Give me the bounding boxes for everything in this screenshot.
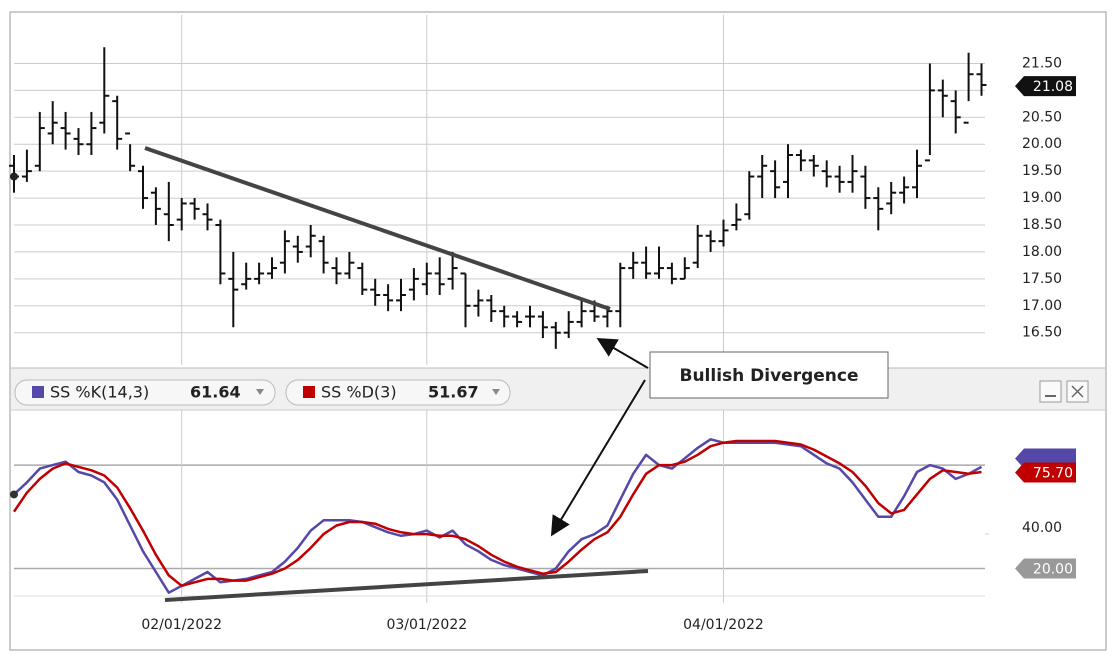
legend-pill[interactable] xyxy=(14,379,276,406)
grid-layer xyxy=(14,15,989,603)
y-tick-label: 40.00 xyxy=(1022,520,1062,536)
y-tick-label: 16.50 xyxy=(1022,325,1062,341)
legend-value: 51.67 xyxy=(428,383,479,402)
series-line xyxy=(12,439,982,588)
trend-line xyxy=(144,146,611,311)
anchor-dot xyxy=(10,172,18,181)
arrow xyxy=(550,379,646,537)
x-tick-label: 03/01/2022 xyxy=(386,617,467,633)
y-tick-label: 17.00 xyxy=(1022,298,1062,314)
legend-label: SS %K(14,3) xyxy=(50,383,149,402)
dropdown xyxy=(256,389,264,395)
value-tag-label: 20.00 xyxy=(1033,562,1073,578)
legend-swatch xyxy=(303,386,315,398)
value-tag-label: 75.70 xyxy=(1033,466,1073,482)
series-line xyxy=(13,438,983,594)
arrow xyxy=(596,337,649,369)
legend: SS %K(14,3) 61.64 SS %D(3) 51.67 xyxy=(14,379,511,406)
y-tick-label: 18.50 xyxy=(1022,217,1062,233)
icon xyxy=(1071,385,1084,398)
x-tick-label: 02/01/2022 xyxy=(141,617,222,633)
frame xyxy=(9,11,1107,651)
axis-layer: 16.50 17.00 17.50 18.00 18.50 19.00 19.50 20.00… xyxy=(141,55,1076,633)
y-tick-label: 19.50 xyxy=(1022,163,1062,179)
legend-value: 61.64 xyxy=(190,383,241,402)
legend-label: SS %D(3) xyxy=(321,383,397,402)
y-tick-label: 20.00 xyxy=(1022,136,1062,152)
value-tag xyxy=(1015,76,1076,97)
marks-layer xyxy=(9,47,987,594)
annotation-box xyxy=(649,351,889,399)
minimize-button[interactable] xyxy=(1039,380,1062,403)
x-tick-label: 04/01/2022 xyxy=(683,617,764,633)
legend-swatch xyxy=(32,386,44,398)
y-tick-label: 20.50 xyxy=(1022,109,1062,125)
y-tick-label: 21.50 xyxy=(1022,55,1062,71)
anchor-dot xyxy=(10,490,18,499)
y-tick-label: 18.00 xyxy=(1022,244,1062,260)
annotation: Bullish Divergence xyxy=(679,366,858,386)
value-tag xyxy=(1015,462,1076,483)
y-tick-label: 19.00 xyxy=(1022,190,1062,206)
value-tag-label: 21.08 xyxy=(1033,79,1073,95)
y-tick-label: 17.50 xyxy=(1022,271,1062,287)
trend-line xyxy=(164,569,649,602)
value-tag xyxy=(1015,558,1076,579)
dropdown xyxy=(492,389,500,395)
legend-pill[interactable] xyxy=(285,379,511,406)
